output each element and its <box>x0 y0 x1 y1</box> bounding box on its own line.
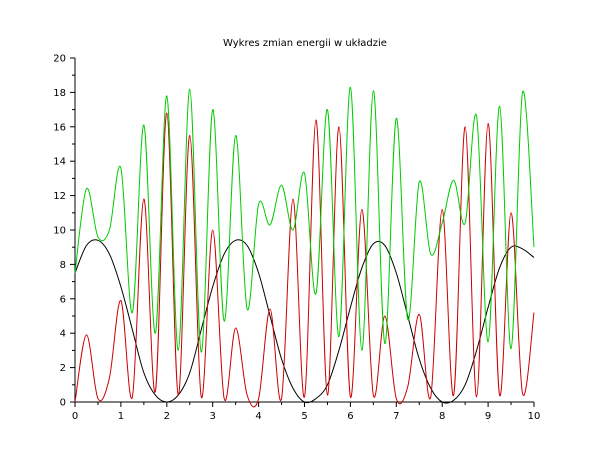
y-tick-label: 6 <box>60 294 66 305</box>
y-tick-label: 18 <box>53 88 66 99</box>
x-tick-label: 5 <box>301 411 307 422</box>
series-line-black <box>74 239 535 404</box>
y-tick-label: 2 <box>60 363 66 374</box>
chart-title: Wykres zmian energii w układzie <box>223 38 387 49</box>
x-tick-label: 1 <box>118 411 124 422</box>
x-tick-label: 8 <box>439 411 445 422</box>
y-tick-label: 0 <box>60 398 66 409</box>
x-tick-label: 3 <box>210 411 216 422</box>
series-lines <box>74 86 535 408</box>
y-tick-label: 14 <box>53 157 66 168</box>
y-tick-label: 10 <box>53 226 66 237</box>
series-line-red <box>74 112 535 408</box>
y-tick-label: 4 <box>60 329 66 340</box>
x-tick-label: 10 <box>528 411 541 422</box>
x-tick-label: 2 <box>164 411 170 422</box>
x-tick-label: 4 <box>255 411 261 422</box>
y-tick-label: 8 <box>60 260 66 271</box>
y-tick-label: 16 <box>53 122 66 133</box>
x-tick-label: 6 <box>347 411 353 422</box>
x-tick-label: 0 <box>72 411 78 422</box>
y-tick-label: 12 <box>53 191 66 202</box>
y-tick-label: 20 <box>53 54 66 65</box>
series-line-green <box>74 86 535 353</box>
x-tick-label: 7 <box>393 411 399 422</box>
x-tick-label: 9 <box>485 411 491 422</box>
